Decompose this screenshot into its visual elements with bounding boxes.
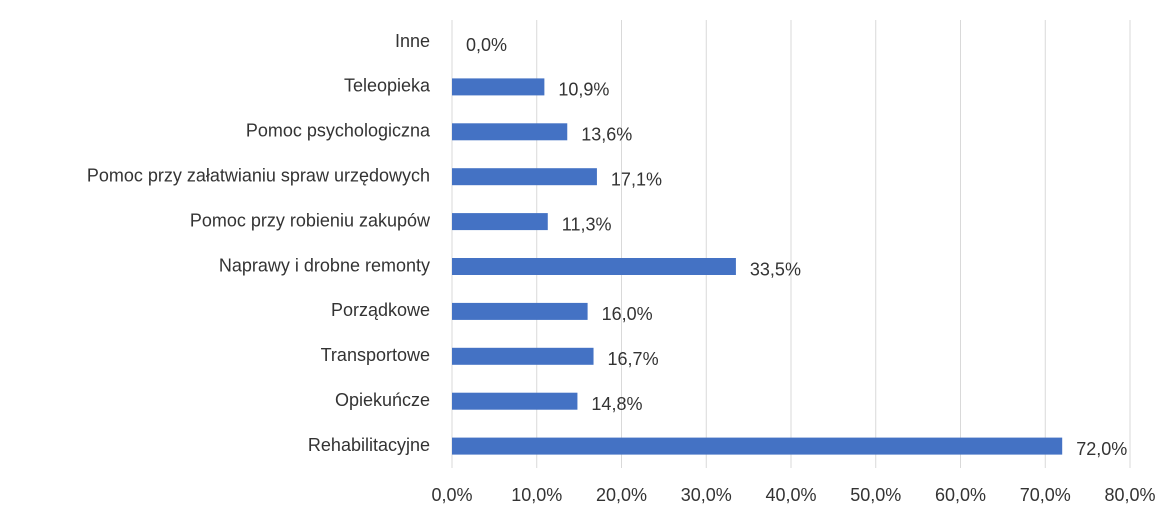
x-tick-label: 50,0% — [850, 485, 901, 505]
value-label: 17,1% — [611, 169, 662, 189]
value-label: 14,8% — [591, 394, 642, 414]
y-tick-label: Teleopieka — [344, 76, 431, 96]
x-tick-label: 10,0% — [511, 485, 562, 505]
value-label: 0,0% — [466, 35, 507, 55]
y-tick-label: Transportowe — [321, 345, 430, 365]
x-tick-label: 30,0% — [681, 485, 732, 505]
x-tick-label: 70,0% — [1020, 485, 1071, 505]
x-tick-label: 60,0% — [935, 485, 986, 505]
y-tick-label: Inne — [395, 31, 430, 51]
y-tick-label: Pomoc psychologiczna — [246, 121, 431, 141]
value-label: 33,5% — [750, 259, 801, 279]
bar — [452, 123, 568, 141]
y-tick-label: Pomoc przy załatwianiu spraw urzędowych — [87, 165, 430, 185]
bar — [452, 437, 1063, 455]
value-label: 16,7% — [608, 349, 659, 369]
value-label: 11,3% — [562, 214, 612, 234]
bar — [452, 168, 597, 186]
bar — [452, 258, 736, 275]
y-tick-label: Pomoc przy robieniu zakupów — [190, 210, 431, 230]
value-label: 13,6% — [581, 125, 632, 145]
y-tick-label: Rehabilitacyjne — [308, 435, 430, 455]
value-label: 72,0% — [1076, 439, 1127, 459]
x-tick-label: 40,0% — [765, 485, 816, 505]
bar — [452, 78, 545, 96]
x-tick-label: 80,0% — [1104, 485, 1155, 505]
y-tick-label: Opiekuńcze — [335, 390, 430, 410]
value-label: 16,0% — [602, 304, 653, 324]
y-tick-label: Naprawy i drobne remonty — [219, 255, 430, 275]
x-tick-label: 20,0% — [596, 485, 647, 505]
y-tick-label: Porządkowe — [331, 300, 430, 320]
value-label: 10,9% — [558, 80, 609, 100]
bar — [452, 347, 594, 365]
bar — [452, 392, 578, 410]
x-tick-label: 0,0% — [431, 485, 472, 505]
bar — [452, 213, 548, 231]
bar — [452, 302, 588, 320]
